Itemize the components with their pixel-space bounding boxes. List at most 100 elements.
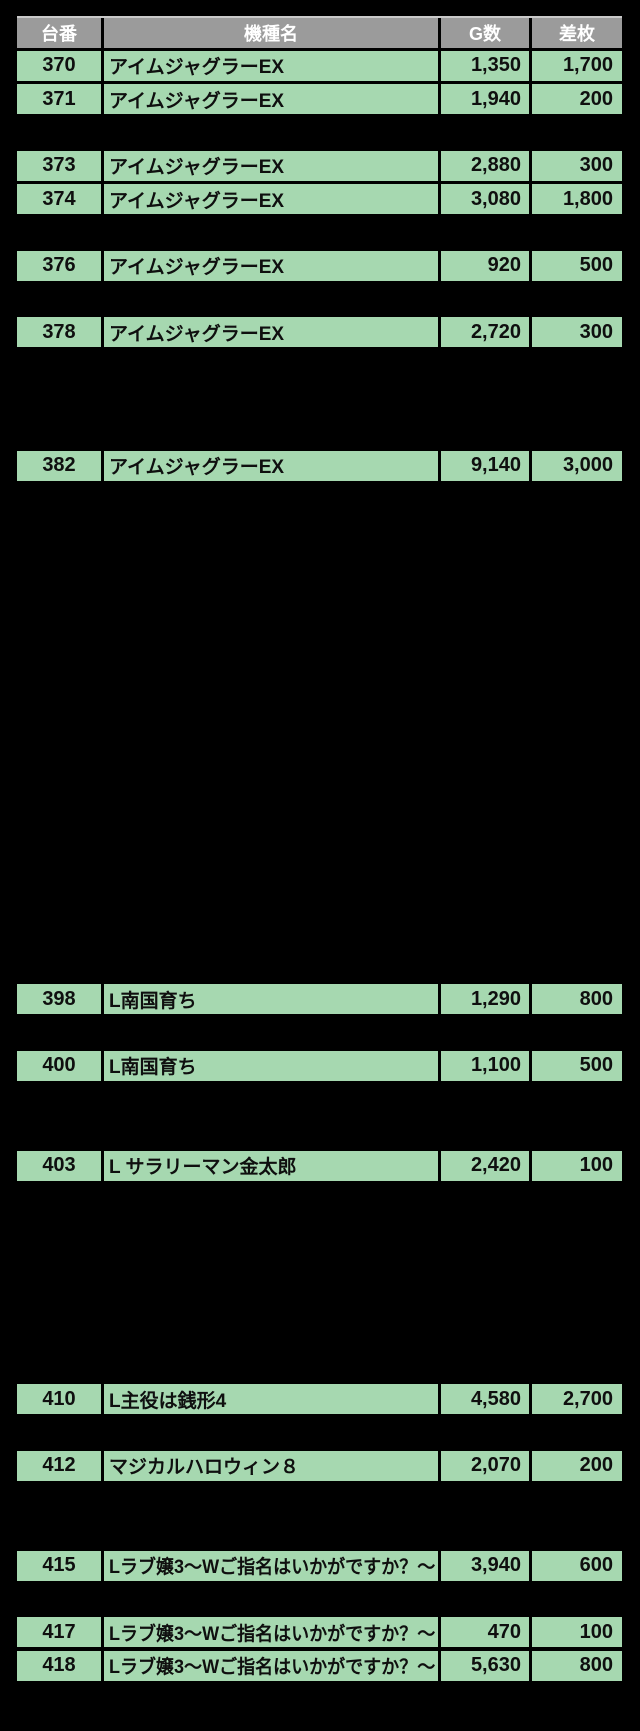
machine-number-cell: 415 bbox=[17, 1550, 101, 1581]
machine-name-cell-text: L南国育ち bbox=[109, 990, 197, 1012]
diff-medals-cell-text: 200 bbox=[579, 87, 613, 110]
game-count-cell: 1,290 bbox=[441, 984, 529, 1014]
game-count-cell: 2,070 bbox=[441, 1450, 529, 1481]
header-label-game-count: G数 bbox=[468, 24, 501, 44]
game-count-cell: 1,940 bbox=[441, 84, 529, 114]
diff-medals-cell: 100 bbox=[532, 1617, 622, 1648]
game-count-cell-text: 1,350 bbox=[470, 54, 521, 77]
machine-name-cell-text: アイムジャグラーEX bbox=[109, 190, 285, 212]
game-count-cell-text: 2,880 bbox=[470, 154, 521, 177]
game-count-cell-text: 5,630 bbox=[470, 1654, 521, 1677]
table-row: 378 アイムジャグラーEX 2,720 300 bbox=[17, 317, 622, 348]
diff-medals-cell: 500 bbox=[532, 1050, 622, 1081]
machine-number-cell-text: 398 bbox=[42, 987, 76, 1010]
game-count-cell: 3,080 bbox=[441, 184, 529, 214]
diff-medals-cell-text: 800 bbox=[579, 987, 613, 1010]
machine-name-cell-text: Lラブ嬢3〜Wご指名はいかがですか？〜 bbox=[109, 1657, 436, 1679]
table-row: 403 L サラリーマン金太郎 2,420 100 bbox=[17, 1150, 622, 1181]
game-count-cell: 3,940 bbox=[441, 1550, 529, 1581]
game-count-cell: 2,420 bbox=[441, 1150, 529, 1181]
game-count-cell-text: 3,080 bbox=[470, 187, 521, 210]
machine-number-cell: 403 bbox=[17, 1150, 101, 1181]
machine-number-cell: 370 bbox=[17, 50, 101, 81]
diff-medals-cell: 2,700 bbox=[532, 1384, 622, 1414]
machine-name-cell: Lラブ嬢3〜Wご指名はいかがですか？〜 bbox=[104, 1550, 438, 1581]
diff-medals-cell: 500 bbox=[532, 250, 622, 281]
machine-name-cell-text: L南国育ち bbox=[109, 1057, 197, 1079]
header-label-machine-name: 機種名 bbox=[244, 24, 298, 44]
machine-number-cell-text: 370 bbox=[42, 54, 76, 77]
game-count-cell-text: 920 bbox=[487, 254, 521, 277]
diff-medals-cell: 3,000 bbox=[532, 450, 622, 481]
diff-medals-cell: 1,700 bbox=[532, 50, 622, 81]
diff-medals-cell: 800 bbox=[532, 1650, 622, 1681]
machine-number-cell: 373 bbox=[17, 150, 101, 181]
diff-medals-cell-text: 800 bbox=[579, 1654, 613, 1677]
machine-name-cell: アイムジャグラーEX bbox=[104, 50, 438, 81]
game-count-cell-text: 1,940 bbox=[470, 87, 521, 110]
game-count-cell-text: 4,580 bbox=[470, 1387, 521, 1410]
table-row: 376 アイムジャグラーEX 920 500 bbox=[17, 250, 622, 281]
machine-name-cell: L南国育ち bbox=[104, 1050, 438, 1081]
machine-name-cell-text: Lラブ嬢3〜Wご指名はいかがですか？〜 bbox=[109, 1557, 436, 1579]
header-cell-machine-no: 台番 bbox=[17, 18, 101, 48]
machine-name-cell: Lラブ嬢3〜Wご指名はいかがですか？〜 bbox=[104, 1617, 438, 1648]
machine-name-cell: マジカルハロウィン８ bbox=[104, 1450, 438, 1481]
game-count-cell: 470 bbox=[441, 1617, 529, 1648]
machine-name-cell-text: L サラリーマン金太郎 bbox=[109, 1157, 297, 1179]
diff-medals-cell: 800 bbox=[532, 984, 622, 1014]
machine-number-cell: 410 bbox=[17, 1384, 101, 1414]
machine-number-cell: 382 bbox=[17, 450, 101, 481]
machine-number-cell: 376 bbox=[17, 250, 101, 281]
diff-medals-cell: 300 bbox=[532, 317, 622, 348]
machine-number-cell-text: 415 bbox=[42, 1554, 76, 1577]
table-row: 410 L主役は銭形4 4,580 2,700 bbox=[17, 1384, 622, 1414]
machine-number-cell: 417 bbox=[17, 1617, 101, 1648]
machine-name-cell: アイムジャグラーEX bbox=[104, 150, 438, 181]
table-row: 412 マジカルハロウィン８ 2,070 200 bbox=[17, 1450, 622, 1481]
machine-name-cell-text: Lラブ嬢3〜Wご指名はいかがですか？〜 bbox=[109, 1623, 436, 1645]
machine-number-cell-text: 410 bbox=[42, 1387, 76, 1410]
machine-name-cell-text: アイムジャグラーEX bbox=[109, 157, 285, 179]
game-count-cell: 1,100 bbox=[441, 1050, 529, 1081]
diff-medals-cell-text: 200 bbox=[579, 1454, 613, 1477]
diff-medals-cell-text: 100 bbox=[579, 1154, 613, 1177]
machine-name-cell-text: アイムジャグラーEX bbox=[109, 457, 285, 479]
machine-number-cell-text: 417 bbox=[42, 1620, 76, 1643]
table-row: 374 アイムジャグラーEX 3,080 1,800 bbox=[17, 184, 622, 214]
game-count-cell-text: 2,070 bbox=[470, 1454, 521, 1477]
diff-medals-cell-text: 1,800 bbox=[562, 187, 613, 210]
machine-number-cell: 398 bbox=[17, 984, 101, 1014]
machine-number-cell: 412 bbox=[17, 1450, 101, 1481]
machine-number-cell-text: 412 bbox=[42, 1454, 76, 1477]
machine-number-cell: 374 bbox=[17, 184, 101, 214]
machine-number-cell-text: 378 bbox=[42, 320, 76, 343]
diff-medals-cell: 100 bbox=[532, 1150, 622, 1181]
machine-name-cell-text: アイムジャグラーEX bbox=[109, 90, 285, 112]
game-count-cell-text: 1,290 bbox=[470, 987, 521, 1010]
table-row: 418 Lラブ嬢3〜Wご指名はいかがですか？〜 5,630 800 bbox=[17, 1650, 622, 1681]
table-row: 382 アイムジャグラーEX 9,140 3,000 bbox=[17, 450, 622, 481]
machine-number-cell-text: 374 bbox=[42, 187, 76, 210]
header-label-machine-no: 台番 bbox=[41, 24, 77, 44]
diff-medals-cell: 300 bbox=[532, 150, 622, 181]
table-row: 371 アイムジャグラーEX 1,940 200 bbox=[17, 84, 622, 114]
machine-name-cell-text: マジカルハロウィン８ bbox=[109, 1457, 300, 1479]
machine-data-table: 台番 機種名 G数 差枚 370 アイムジャグラーEX 1,350 1,700 371 ア… bbox=[17, 0, 622, 1731]
table-row: 373 アイムジャグラーEX 2,880 300 bbox=[17, 150, 622, 181]
game-count-cell-text: 9,140 bbox=[470, 454, 521, 477]
diff-medals-cell: 600 bbox=[532, 1550, 622, 1581]
header-cell-machine-name: 機種名 bbox=[104, 18, 438, 48]
machine-name-cell-text: L主役は銭形4 bbox=[109, 1390, 227, 1412]
diff-medals-cell-text: 600 bbox=[579, 1554, 613, 1577]
diff-medals-cell-text: 3,000 bbox=[562, 454, 613, 477]
machine-number-cell: 371 bbox=[17, 84, 101, 114]
machine-name-cell: L サラリーマン金太郎 bbox=[104, 1150, 438, 1181]
machine-name-cell-text: アイムジャグラーEX bbox=[109, 57, 285, 79]
machine-number-cell-text: 371 bbox=[42, 87, 76, 110]
diff-medals-cell-text: 500 bbox=[579, 1054, 613, 1077]
game-count-cell: 4,580 bbox=[441, 1384, 529, 1414]
machine-number-cell-text: 373 bbox=[42, 154, 76, 177]
game-count-cell-text: 1,100 bbox=[470, 1054, 521, 1077]
